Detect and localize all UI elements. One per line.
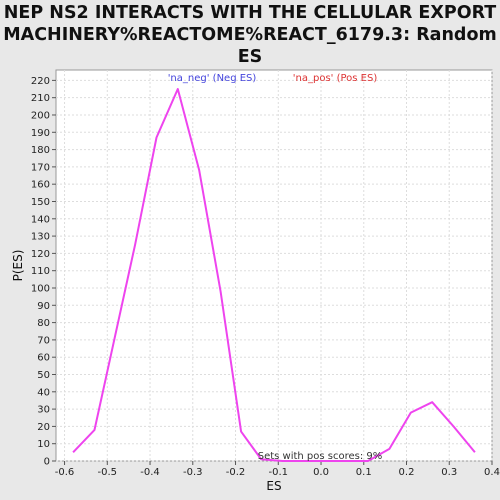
y-tick-label: 100 [31, 283, 50, 294]
x-tick-label: -0.6 [55, 467, 75, 478]
y-tick-label: 150 [31, 197, 50, 208]
legend: 'na_neg' (Neg ES) 'na_pos' (Pos ES) [168, 73, 378, 84]
x-tick-label: -0.5 [98, 467, 118, 478]
x-axis-title: ES [266, 479, 281, 493]
x-tick-label: -0.1 [269, 467, 289, 478]
x-tick-label: -0.3 [183, 467, 203, 478]
x-tick-label: 0.2 [399, 467, 415, 478]
x-tick-label: -0.2 [226, 467, 246, 478]
y-tick-label: 160 [31, 180, 50, 191]
y-tick-label: 120 [31, 249, 50, 260]
y-axis-title: P(ES) [11, 250, 25, 282]
grid-layer [56, 70, 493, 462]
pos-scores-annotation: Sets with pos scores: 9% [258, 451, 383, 462]
chart-title-line-2: MACHINERY%REACTOME%REACT_6179.3: Random … [3, 25, 497, 67]
axis-layer: 0 10 20 30 40 50 60 70 80 90 100 110 120 130 140 150 160… [31, 76, 500, 478]
y-tick-label: 200 [31, 110, 50, 121]
y-tick-label: 130 [31, 232, 50, 243]
y-tick-label: 40 [37, 387, 50, 398]
x-tick-label: 0.1 [356, 467, 372, 478]
y-tick-label: 70 [37, 335, 50, 346]
y-tick-label: 140 [31, 214, 50, 225]
x-tick-label: 0.4 [484, 467, 500, 478]
x-tick-label: -0.4 [140, 467, 160, 478]
y-tick-label: 180 [31, 145, 50, 156]
y-tick-label: 110 [31, 266, 50, 277]
y-tick-label: 190 [31, 128, 50, 139]
legend-item: 'na_neg' (Neg ES) [168, 73, 257, 84]
y-tick-label: 210 [31, 93, 50, 104]
chart-title-line-1: NEP NS2 INTERACTS WITH THE CELLULAR EXPO… [3, 3, 497, 23]
series-layer [72, 88, 476, 462]
y-tick-label: 10 [37, 439, 50, 450]
y-tick-label: 170 [31, 162, 50, 173]
plot-area [55, 69, 493, 462]
distribution-line [72, 88, 476, 462]
y-tick-label: 60 [37, 353, 50, 364]
y-tick-label: 0 [44, 457, 50, 468]
y-tick-label: 80 [37, 318, 50, 329]
x-tick-label: 0.3 [441, 467, 457, 478]
y-tick-label: 30 [37, 405, 50, 416]
y-tick-label: 90 [37, 301, 50, 312]
y-tick-label: 20 [37, 422, 50, 433]
x-tick-label: 0.0 [313, 467, 329, 478]
y-tick-label: 50 [37, 370, 50, 381]
y-tick-label: 220 [31, 76, 50, 87]
legend-item: 'na_pos' (Pos ES) [293, 73, 378, 84]
